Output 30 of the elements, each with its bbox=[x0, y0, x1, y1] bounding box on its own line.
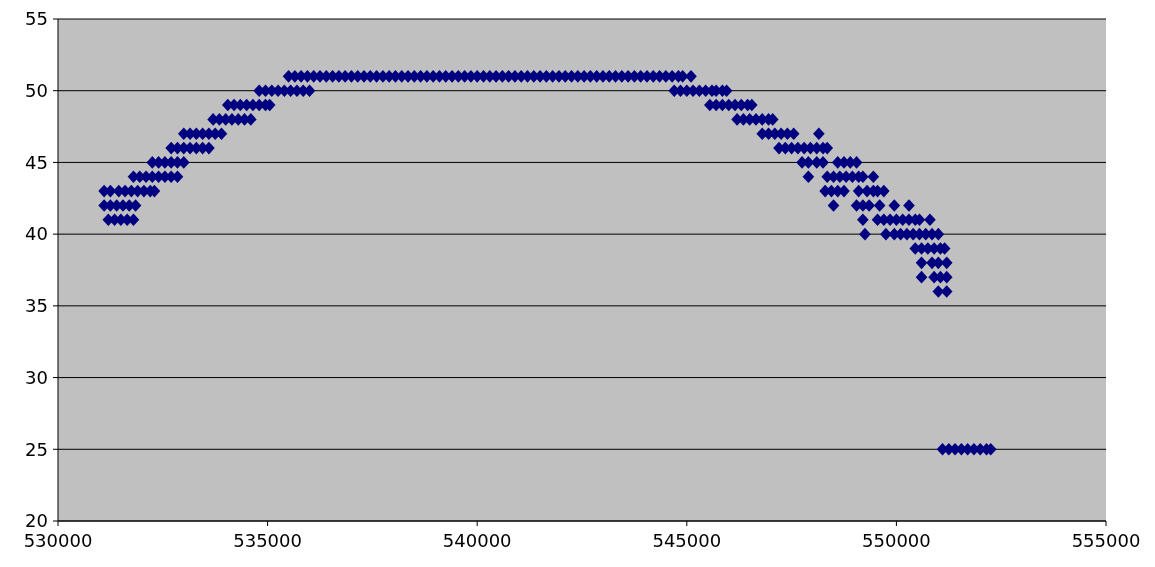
y-tick-label: 55 bbox=[25, 8, 48, 30]
y-tick-label: 35 bbox=[25, 295, 48, 317]
point bbox=[859, 227, 871, 241]
point bbox=[827, 199, 840, 212]
point bbox=[857, 213, 869, 227]
point bbox=[915, 270, 928, 284]
point bbox=[915, 256, 928, 270]
point bbox=[852, 184, 865, 198]
point bbox=[203, 141, 215, 155]
y-tick-label: 25 bbox=[25, 438, 48, 460]
point bbox=[813, 127, 825, 141]
point bbox=[903, 199, 915, 212]
point bbox=[873, 199, 886, 212]
point bbox=[867, 170, 880, 184]
x-tick-label: 535000 bbox=[233, 530, 302, 551]
y-tick-label: 50 bbox=[25, 80, 48, 102]
y-tick-label: 30 bbox=[25, 366, 48, 388]
x-tick-label: 530000 bbox=[23, 530, 93, 551]
y-tick-label: 45 bbox=[25, 151, 48, 173]
x-tick-label: 555000 bbox=[1071, 530, 1141, 551]
point bbox=[924, 213, 936, 227]
y-tick-label: 20 bbox=[25, 510, 48, 532]
point bbox=[940, 256, 953, 270]
x-tick-label: 550000 bbox=[862, 530, 931, 551]
y-tick-label: 40 bbox=[25, 223, 48, 245]
x-tick-label: 540000 bbox=[442, 530, 512, 551]
point bbox=[888, 199, 901, 212]
point bbox=[880, 227, 892, 241]
point bbox=[802, 170, 815, 184]
x-tick-label: 545000 bbox=[652, 530, 722, 551]
